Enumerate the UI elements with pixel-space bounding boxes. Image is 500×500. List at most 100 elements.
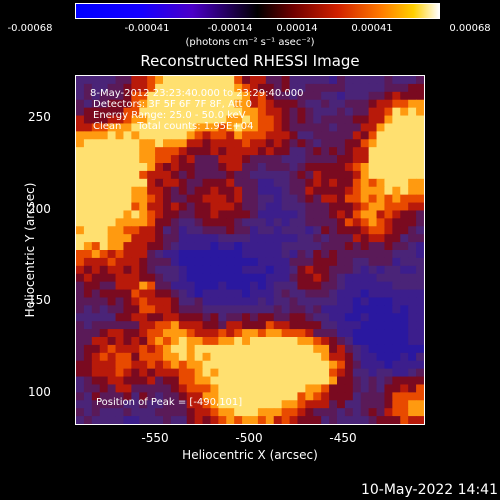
heatmap-cell	[218, 408, 227, 417]
heatmap-cell	[384, 155, 393, 164]
heatmap-cell	[131, 155, 140, 164]
heatmap-cell	[321, 178, 330, 188]
heatmap-cell	[257, 352, 267, 362]
heatmap-cell	[226, 147, 235, 156]
heatmap-cell	[250, 155, 259, 164]
heatmap-cell	[147, 360, 156, 370]
heatmap-cell	[210, 281, 219, 291]
heatmap-cell	[321, 155, 330, 164]
heatmap-cell	[305, 384, 314, 393]
heatmap-cell	[123, 392, 132, 401]
heatmap-cell	[163, 83, 172, 93]
heatmap-cell	[91, 289, 101, 298]
heatmap-cell	[344, 297, 354, 306]
y-tick-label: 200	[28, 202, 51, 216]
heatmap-cell	[250, 115, 259, 124]
heatmap-cell	[368, 250, 378, 259]
heatmap-cell	[313, 218, 322, 227]
heatmap-cell	[226, 376, 235, 385]
heatmap-cell	[360, 337, 370, 346]
heatmap-cell	[147, 115, 156, 124]
heatmap-cell	[115, 242, 124, 251]
heatmap-cell	[289, 360, 298, 370]
heatmap-cell	[352, 139, 362, 148]
heatmap-cell	[289, 139, 298, 148]
heatmap-cell	[337, 83, 346, 93]
heatmap-cell	[186, 163, 196, 172]
heatmap-cell	[107, 329, 117, 338]
heatmap-cell	[178, 139, 188, 148]
heatmap-cell	[250, 83, 259, 93]
heatmap-cell	[226, 408, 235, 417]
heatmap-cell	[210, 218, 219, 227]
heatmap-cell	[139, 376, 148, 385]
heatmap-cell	[242, 265, 251, 275]
heatmap-cell	[368, 242, 378, 251]
heatmap-cell	[170, 313, 180, 322]
heatmap-cell	[360, 352, 370, 362]
heatmap-cell	[226, 178, 235, 188]
heatmap-cell	[384, 210, 393, 219]
heatmap-cell	[155, 250, 164, 259]
heatmap-cell	[408, 115, 417, 124]
heatmap-cell	[234, 178, 243, 188]
heatmap-cell	[265, 139, 275, 148]
heatmap-cell	[400, 360, 409, 370]
heatmap-cell	[115, 408, 124, 417]
heatmap-cell	[360, 76, 370, 85]
heatmap-cell	[400, 352, 409, 362]
heatmap-cell	[123, 360, 132, 370]
heatmap-cell	[218, 115, 227, 124]
heatmap-cell	[194, 178, 204, 188]
heatmap-cell	[218, 131, 227, 140]
heatmap-cell	[392, 337, 401, 346]
heatmap-cell	[115, 368, 124, 378]
heatmap-cell	[131, 131, 140, 140]
heatmap-cell	[368, 313, 378, 322]
heatmap-cell	[384, 147, 393, 156]
heatmap-cell	[352, 76, 362, 85]
heatmap-cell	[360, 131, 370, 140]
heatmap-cell	[194, 107, 204, 117]
heatmap-cell	[155, 123, 164, 132]
heatmap-cell	[202, 99, 211, 109]
heatmap-cell	[337, 297, 346, 306]
heatmap-cell	[242, 170, 251, 180]
heatmap-cell	[408, 83, 417, 93]
heatmap-cell	[400, 400, 409, 409]
heatmap-cell	[273, 416, 283, 424]
heatmap-cell	[210, 368, 219, 378]
heatmap-cell	[194, 186, 204, 196]
heatmap-cell	[257, 115, 267, 124]
heatmap-cell	[344, 131, 354, 140]
heatmap-cell	[107, 250, 117, 259]
heatmap-cell	[376, 147, 385, 156]
heatmap-cell	[234, 368, 243, 378]
heatmap-cell	[265, 250, 275, 259]
heatmap-cell	[147, 178, 156, 188]
heatmap-cell	[242, 163, 251, 172]
heatmap-cell	[368, 408, 378, 417]
heatmap-cell	[257, 376, 267, 385]
heatmap-cell	[321, 360, 330, 370]
heatmap-cell	[234, 155, 243, 164]
heatmap-cell	[178, 384, 188, 393]
heatmap-cell	[147, 376, 156, 385]
heatmap-cell	[400, 218, 409, 227]
heatmap-cell	[376, 329, 385, 338]
heatmap-cell	[242, 273, 251, 283]
heatmap-cell	[305, 99, 314, 109]
heatmap-cell	[305, 163, 314, 172]
heatmap-cell	[408, 186, 417, 196]
colorbar-tick: 0.00041	[351, 23, 393, 34]
heatmap-cell	[305, 257, 314, 267]
heatmap-cell	[337, 313, 346, 322]
heatmap-cell	[360, 234, 370, 243]
heatmap-cell	[210, 194, 219, 204]
heatmap-cell	[257, 329, 267, 338]
heatmap-cell	[170, 368, 180, 378]
heatmap-cell	[265, 329, 275, 338]
heatmap-cell	[329, 234, 338, 243]
heatmap-cell	[107, 344, 117, 354]
heatmap-cell	[194, 257, 204, 267]
